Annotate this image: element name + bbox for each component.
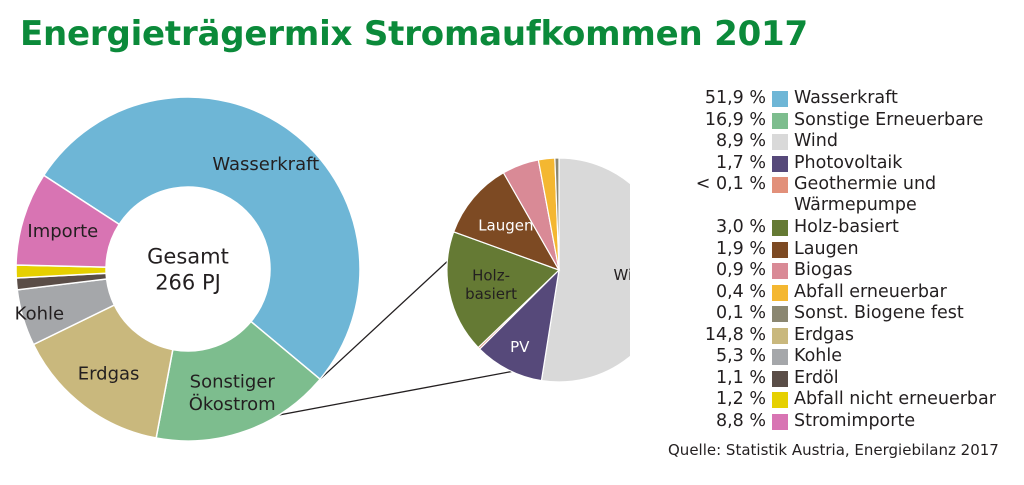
legend-swatch [772, 306, 788, 322]
legend-value: 51,9 % [704, 88, 766, 108]
legend-item-erdol: 1,1 % Erdöl [640, 368, 1020, 390]
legend-swatch [772, 349, 788, 365]
detail-pie-chart [446, 157, 630, 383]
donut-slice-importe [15, 174, 121, 268]
legend-value: 0,4 % [715, 281, 766, 302]
legend-label: Abfall erneuerbar [794, 281, 947, 302]
donut-importe-label: Importe [27, 221, 98, 242]
legend-value: 3,0 % [715, 217, 766, 237]
legend-item-geothermie-und-warmepumpe: < 0,1 % Geothermie und Wärmepumpe [640, 174, 1020, 217]
legend-swatch [772, 134, 788, 150]
legend-label: Wasserkraft [794, 88, 898, 108]
legend-swatch [772, 155, 788, 172]
legend-swatch [772, 327, 788, 344]
donut-wasserkraft-label: Wasserkraft [212, 154, 319, 175]
legend-swatch [772, 91, 788, 107]
legend-swatch [772, 241, 788, 258]
legend-swatch [772, 370, 788, 387]
donut-sonstiger-okostrom-label: Sonstiger Ökostrom [189, 372, 276, 416]
legend-item-abfall-erneuerbar: 0,4 % Abfall erneuerbar [640, 282, 1020, 304]
pie-slice-holz-basiert [446, 231, 561, 349]
pie-holz-basiert-label: Holz-basiert [465, 266, 517, 303]
legend-label: Geothermie und Wärmepumpe [794, 174, 937, 215]
legend-swatch [772, 177, 788, 193]
legend-item-laugen: 1,9 % Laugen [640, 239, 1020, 261]
legend-item-abfall-nicht-erneuerbar: 1,2 % Abfall nicht erneuerbar [640, 389, 1020, 411]
pie-wind-label: Wind [614, 266, 630, 284]
legend-value: 16,9 % [704, 109, 766, 130]
legend-label: Kohle [794, 346, 843, 366]
legend-label: Photovoltaik [794, 152, 903, 173]
pie-laugen-label: Laugen [478, 217, 533, 235]
chart-canvas: Wasserkraft Sonstiger Ökostrom Erdgas Kohle I… [15, 96, 630, 442]
source-note: Quelle: Statistik Austria, Energiebilanz… [668, 441, 999, 459]
donut-center-label: Gesamt 266 PJ [147, 244, 229, 294]
pie-slice-laugen [452, 171, 561, 272]
legend-value: 8,8 % [715, 410, 766, 431]
donut-kohle-label: Kohle [15, 304, 64, 325]
legend-label: Sonstige Erneuerbare [794, 109, 984, 130]
pie-photovoltaik-label: PV [510, 338, 530, 356]
legend-label: Abfall nicht erneuerbar [794, 389, 996, 409]
legend-swatch [772, 413, 788, 430]
donut-erdgas-label: Erdgas [78, 364, 140, 385]
pie-slice-sonst-biogene-fest [554, 157, 560, 271]
legend-swatch [772, 284, 788, 301]
legend-value: 0,9 % [715, 260, 766, 280]
segment-labels: Wasserkraft Sonstiger Ökostrom Erdgas Kohle I… [15, 154, 630, 415]
legend-label: Erdöl [794, 367, 839, 388]
legend-label: Wind [794, 131, 838, 151]
legend-value: 8,9 % [715, 131, 766, 151]
legend-label: Stromimporte [794, 410, 916, 431]
legend-value: 1,9 % [715, 238, 766, 259]
legend-item-kohle: 5,3 % Kohle [640, 346, 1020, 368]
legend-value: 14,8 % [704, 324, 766, 345]
legend-item-stromimporte: 8,8 % Stromimporte [640, 411, 1020, 433]
legend-item-wind: 8,9 % Wind [640, 131, 1020, 153]
legend-value: 1,1 % [715, 367, 766, 388]
legend-item-holz-basiert: 3,0 % Holz-basiert [640, 217, 1020, 239]
legend-item-sonstige-erneuerbare: 16,9 % Sonstige Erneuerbare [640, 110, 1020, 132]
legend-item-photovoltaik: 1,7 % Photovoltaik [640, 153, 1020, 175]
legend-item-sonst-biogene-fest: 0,1 % Sonst. Biogene fest [640, 303, 1020, 325]
pie-slice-photovoltaik [478, 268, 560, 382]
donut-slice-sonstiger-okostrom [155, 320, 322, 442]
legend-swatch [772, 263, 788, 279]
legend-swatch [772, 112, 788, 129]
legend: 51,9 % Wasserkraft 16,9 % Sonstige Erneuerb… [640, 88, 1020, 432]
legend-label: Biogas [794, 260, 853, 280]
donut-slice-wasserkraft [42, 96, 361, 381]
legend-item-erdgas: 14,8 % Erdgas [640, 325, 1020, 347]
pie-slice-wind [540, 157, 630, 383]
legend-item-biogas: 0,9 % Biogas [640, 260, 1020, 282]
legend-item-wasserkraft: 51,9 % Wasserkraft [640, 88, 1020, 110]
legend-label: Sonst. Biogene fest [794, 303, 964, 323]
legend-value: 1,7 % [715, 152, 766, 173]
legend-value: 5,3 % [715, 346, 766, 366]
legend-value: 0,1 % [715, 303, 766, 323]
legend-label: Holz-basiert [794, 217, 899, 237]
chart-title: Energieträgermix Stromaufkommen 2017 [20, 14, 808, 54]
legend-swatch [772, 392, 788, 408]
main-donut-chart [15, 96, 361, 442]
legend-swatch [772, 220, 788, 236]
legend-value: 1,2 % [715, 389, 766, 409]
legend-label: Erdgas [794, 324, 855, 345]
legend-label: Laugen [794, 238, 859, 259]
legend-value: < 0,1 % [695, 174, 766, 194]
